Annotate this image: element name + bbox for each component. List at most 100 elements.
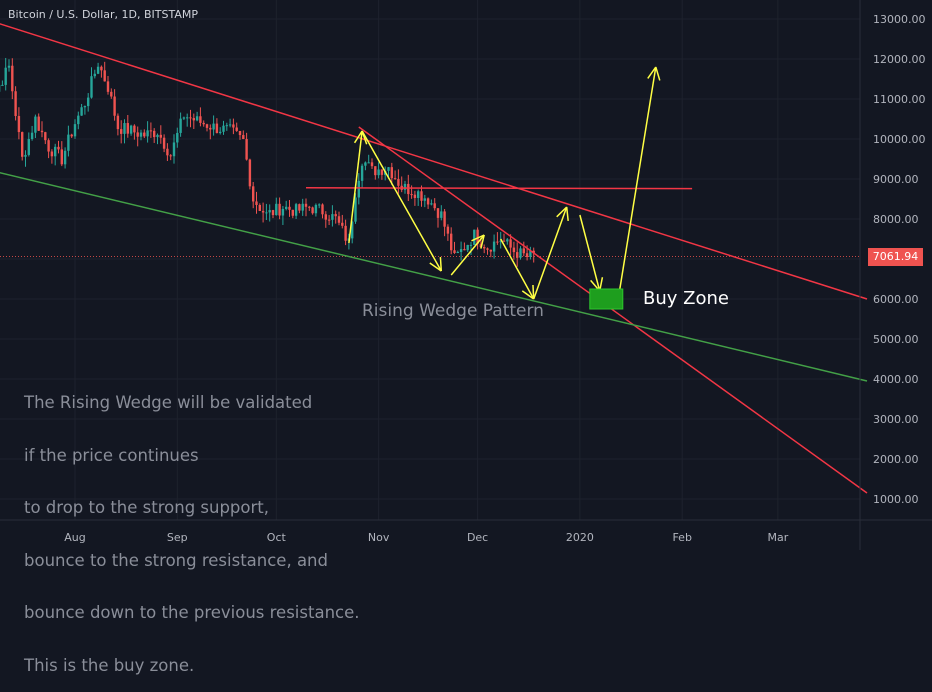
candle-body — [371, 162, 373, 166]
candle-body — [265, 212, 267, 213]
buy-zone-label: Buy Zone — [643, 288, 729, 309]
candle-body — [249, 160, 251, 187]
candle-body — [41, 131, 43, 132]
pattern-label: Rising Wedge Pattern — [362, 301, 544, 321]
candle-body — [150, 130, 152, 131]
candle-body — [460, 249, 462, 252]
candle-body — [226, 125, 228, 126]
projection-arrow — [451, 235, 484, 275]
candle-body — [245, 139, 247, 160]
x-tick-label: Mar — [768, 531, 789, 544]
candle-body — [414, 195, 416, 198]
candle-body — [278, 204, 280, 216]
candle-body — [203, 123, 205, 124]
x-tick-label: 2020 — [566, 531, 594, 544]
y-tick-label: 10000.00 — [873, 133, 926, 146]
candle-body — [1, 85, 3, 86]
candle-body — [113, 97, 115, 116]
candle-body — [212, 124, 214, 130]
candle-body — [328, 220, 330, 221]
y-tick-label: 4000.00 — [873, 373, 919, 386]
candle-body — [44, 132, 46, 140]
candle-body — [457, 252, 459, 253]
candle-body — [338, 216, 340, 223]
candle-body — [364, 162, 366, 165]
candle-body — [483, 247, 485, 248]
y-tick-label: 6000.00 — [873, 293, 919, 306]
candle-body — [506, 239, 508, 241]
projection-arrow — [534, 207, 567, 299]
candle-body — [156, 135, 158, 137]
candle-body — [292, 210, 294, 216]
candle-body — [160, 135, 162, 138]
projection-arrows — [349, 67, 660, 299]
candle-body — [87, 98, 89, 106]
candle-body — [374, 166, 376, 175]
candle-body — [21, 132, 23, 157]
x-tick-label: Dec — [467, 531, 488, 544]
arrow-head — [440, 257, 441, 271]
buy-zone — [590, 289, 623, 309]
y-tick-label: 3000.00 — [873, 413, 919, 426]
candle-body — [179, 119, 181, 133]
candle-body — [34, 117, 36, 133]
candle-body — [64, 151, 66, 165]
y-tick-label: 2000.00 — [873, 453, 919, 466]
candle-body — [110, 92, 112, 97]
candle-body — [166, 149, 168, 156]
candle-body — [321, 204, 323, 214]
note-line: if the price continues — [24, 447, 360, 465]
candle-body — [404, 184, 406, 190]
candle-body — [387, 167, 389, 171]
note-line: bounce down to the previous resistance. — [24, 604, 360, 622]
arrow-head — [533, 285, 534, 299]
projection-arrow — [580, 215, 600, 291]
candle-body — [153, 131, 155, 137]
candle-body — [335, 214, 337, 216]
candle-body — [344, 226, 346, 241]
candle-body — [104, 70, 106, 81]
candle-body — [318, 204, 320, 205]
candle-body — [143, 133, 145, 137]
candle-body — [186, 117, 188, 118]
candle-body — [295, 204, 297, 216]
candle-body — [368, 162, 370, 163]
candle-body — [493, 242, 495, 252]
candle-body — [407, 184, 409, 194]
candle-body — [391, 167, 393, 178]
candle-body — [61, 149, 63, 164]
candle-body — [410, 194, 412, 195]
candle-body — [199, 116, 201, 123]
candle-body — [377, 169, 379, 175]
candle-body — [74, 124, 76, 136]
candle-body — [236, 128, 238, 131]
candle-body — [315, 205, 317, 213]
candle-body — [467, 245, 469, 250]
candle-body — [308, 207, 310, 208]
candle-body — [222, 126, 224, 132]
y-tick-label: 8000.00 — [873, 213, 919, 226]
candle-body — [361, 166, 363, 181]
x-tick-label: Nov — [368, 531, 390, 544]
candle-body — [282, 209, 284, 216]
candle-body — [219, 132, 221, 133]
candle-body — [117, 116, 119, 129]
candle-body — [417, 191, 419, 198]
candle-body — [311, 207, 313, 213]
candle-body — [341, 223, 343, 226]
candle-body — [447, 227, 449, 234]
candle-body — [285, 207, 287, 209]
candle-body — [381, 169, 383, 174]
candle-body — [255, 201, 257, 205]
candle-body — [358, 181, 360, 198]
candle-body — [437, 208, 439, 218]
candle-body — [123, 123, 125, 134]
candles — [0, 14, 535, 266]
candle-body — [84, 106, 86, 107]
candle-body — [427, 198, 429, 204]
candle-body — [216, 124, 218, 133]
candle-body — [394, 178, 396, 179]
arrow-head — [656, 67, 660, 80]
candle-body — [305, 204, 307, 207]
note-line: to drop to the strong support, — [24, 499, 360, 517]
